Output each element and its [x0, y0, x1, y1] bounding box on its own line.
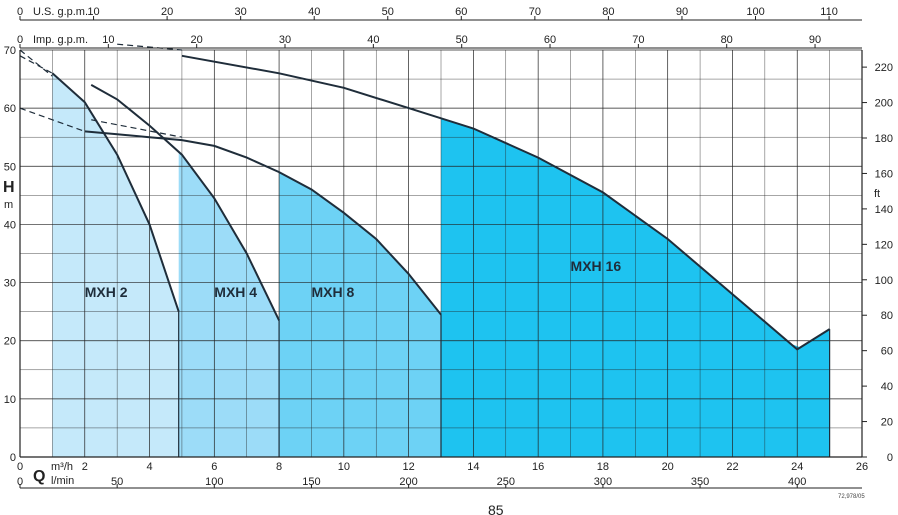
usgpm-tick-label: 80 — [602, 6, 614, 18]
x-tick-label: 14 — [467, 461, 479, 473]
band-mxh-4 — [178, 151, 280, 458]
usgpm-tick-label: 10 — [87, 6, 99, 18]
x-tick-label: 16 — [532, 461, 544, 473]
y-tick-label: 60 — [4, 103, 16, 115]
usgpm-tick-label: 70 — [529, 6, 541, 18]
x-tick-label: 12 — [402, 461, 414, 473]
ft-tick-label: 220 — [875, 62, 893, 74]
y-tick-label: 70 — [4, 45, 16, 57]
impgpm-tick-label: 10 — [102, 34, 114, 46]
impgpm-tick-label: 0 — [17, 34, 23, 46]
curve-mxh-4 — [90, 84, 281, 321]
page-number: 85 — [488, 502, 504, 515]
y-tick-label: 20 — [4, 336, 16, 348]
region-label-mxh-8: MXH 8 — [311, 284, 354, 300]
region-label-mxh-16: MXH 16 — [571, 258, 622, 274]
lmin-tick-label: 250 — [497, 476, 515, 488]
lmin-unit-label: l/min — [51, 475, 74, 487]
usgpm-tick-label: 30 — [235, 6, 247, 18]
y-tick-label: 50 — [4, 161, 16, 173]
x-tick-label: 10 — [338, 461, 350, 473]
impgpm-tick-label: 90 — [809, 34, 821, 46]
ft-tick-label: 20 — [881, 417, 893, 429]
band-mxh-8 — [279, 172, 441, 457]
dashed-extension — [91, 119, 183, 138]
usgpm-tick-label: 60 — [455, 6, 467, 18]
ft-tick-label: 140 — [875, 204, 893, 216]
usgpm-tick-label: 50 — [382, 6, 394, 18]
y-tick-label: 10 — [4, 394, 16, 406]
x-tick-label: 24 — [791, 461, 803, 473]
h-axis-letter: H — [3, 179, 15, 196]
band-mxh-2 — [52, 73, 179, 458]
usgpm-axis-label: U.S. g.p.m. — [33, 6, 88, 18]
x-tick-label: 26 — [856, 461, 868, 473]
ft-tick-label: 80 — [881, 310, 893, 322]
dashed-extension — [19, 55, 53, 74]
impgpm-tick-label: 60 — [544, 34, 556, 46]
ft-tick-label: 40 — [881, 381, 893, 393]
usgpm-tick-label: 40 — [308, 6, 320, 18]
lmin-tick-label: 400 — [788, 476, 806, 488]
lmin-tick-label: 350 — [691, 476, 709, 488]
lmin-tick-label: 100 — [205, 476, 223, 488]
performance-curves — [19, 43, 831, 457]
ft-tick-label: 200 — [875, 98, 893, 110]
region-label-mxh-4: MXH 4 — [214, 284, 257, 300]
x-tick-label: 20 — [662, 461, 674, 473]
usgpm-tick-label: 110 — [820, 6, 838, 18]
lmin-tick-label: 150 — [302, 476, 320, 488]
lmin-tick-label: 0 — [17, 476, 23, 488]
ft-tick-label: 160 — [875, 168, 893, 180]
usgpm-tick-label: 100 — [746, 6, 764, 18]
impgpm-tick-label: 80 — [721, 34, 733, 46]
impgpm-axis-label: Imp. g.p.m. — [33, 34, 88, 46]
dashed-extension — [19, 107, 85, 132]
y-tick-label: 0 — [10, 452, 16, 464]
axes — [19, 16, 867, 489]
usgpm-tick-label: 90 — [676, 6, 688, 18]
x-tick-label: 4 — [146, 461, 152, 473]
ft-tick-label: 0 — [887, 452, 893, 464]
x-tick-label: 8 — [276, 461, 282, 473]
impgpm-tick-label: 40 — [367, 34, 379, 46]
lmin-tick-label: 50 — [111, 476, 123, 488]
x-tick-label: 6 — [211, 461, 217, 473]
usgpm-tick-label: 20 — [161, 6, 173, 18]
figure-code: 72,978/05 — [838, 494, 865, 500]
text-labels: U.S. g.p.m. Imp. g.p.m. H m ft Q m³/h l/… — [3, 6, 893, 515]
usgpm-tick-label: 0 — [17, 6, 23, 18]
lmin-tick-label: 300 — [594, 476, 612, 488]
impgpm-tick-label: 50 — [456, 34, 468, 46]
x-tick-label: 22 — [726, 461, 738, 473]
lmin-tick-label: 200 — [399, 476, 417, 488]
h-axis-unit: m — [4, 199, 13, 211]
curve-mxh-2 — [51, 72, 180, 312]
y-tick-label: 30 — [4, 278, 16, 290]
m3h-unit-label: m³/h — [51, 461, 73, 473]
impgpm-tick-label: 30 — [279, 34, 291, 46]
x-tick-label: 0 — [17, 461, 23, 473]
ft-tick-label: 120 — [875, 239, 893, 251]
region-label-mxh-2: MXH 2 — [85, 284, 128, 300]
curve-mxh-16 — [181, 54, 831, 351]
impgpm-tick-label: 70 — [632, 34, 644, 46]
dashed-extension — [19, 49, 53, 77]
curve-mxh-8 — [84, 130, 442, 316]
y-tick-label: 40 — [4, 219, 16, 231]
ft-tick-label: 100 — [875, 275, 893, 287]
x-tick-label: 18 — [597, 461, 609, 473]
q-axis-letter: Q — [33, 468, 45, 485]
ft-tick-label: 180 — [875, 133, 893, 145]
ft-axis-unit: ft — [874, 188, 880, 200]
x-tick-label: 2 — [82, 461, 88, 473]
dashed-extension — [117, 43, 182, 51]
impgpm-tick-label: 20 — [191, 34, 203, 46]
ft-tick-label: 60 — [881, 346, 893, 358]
